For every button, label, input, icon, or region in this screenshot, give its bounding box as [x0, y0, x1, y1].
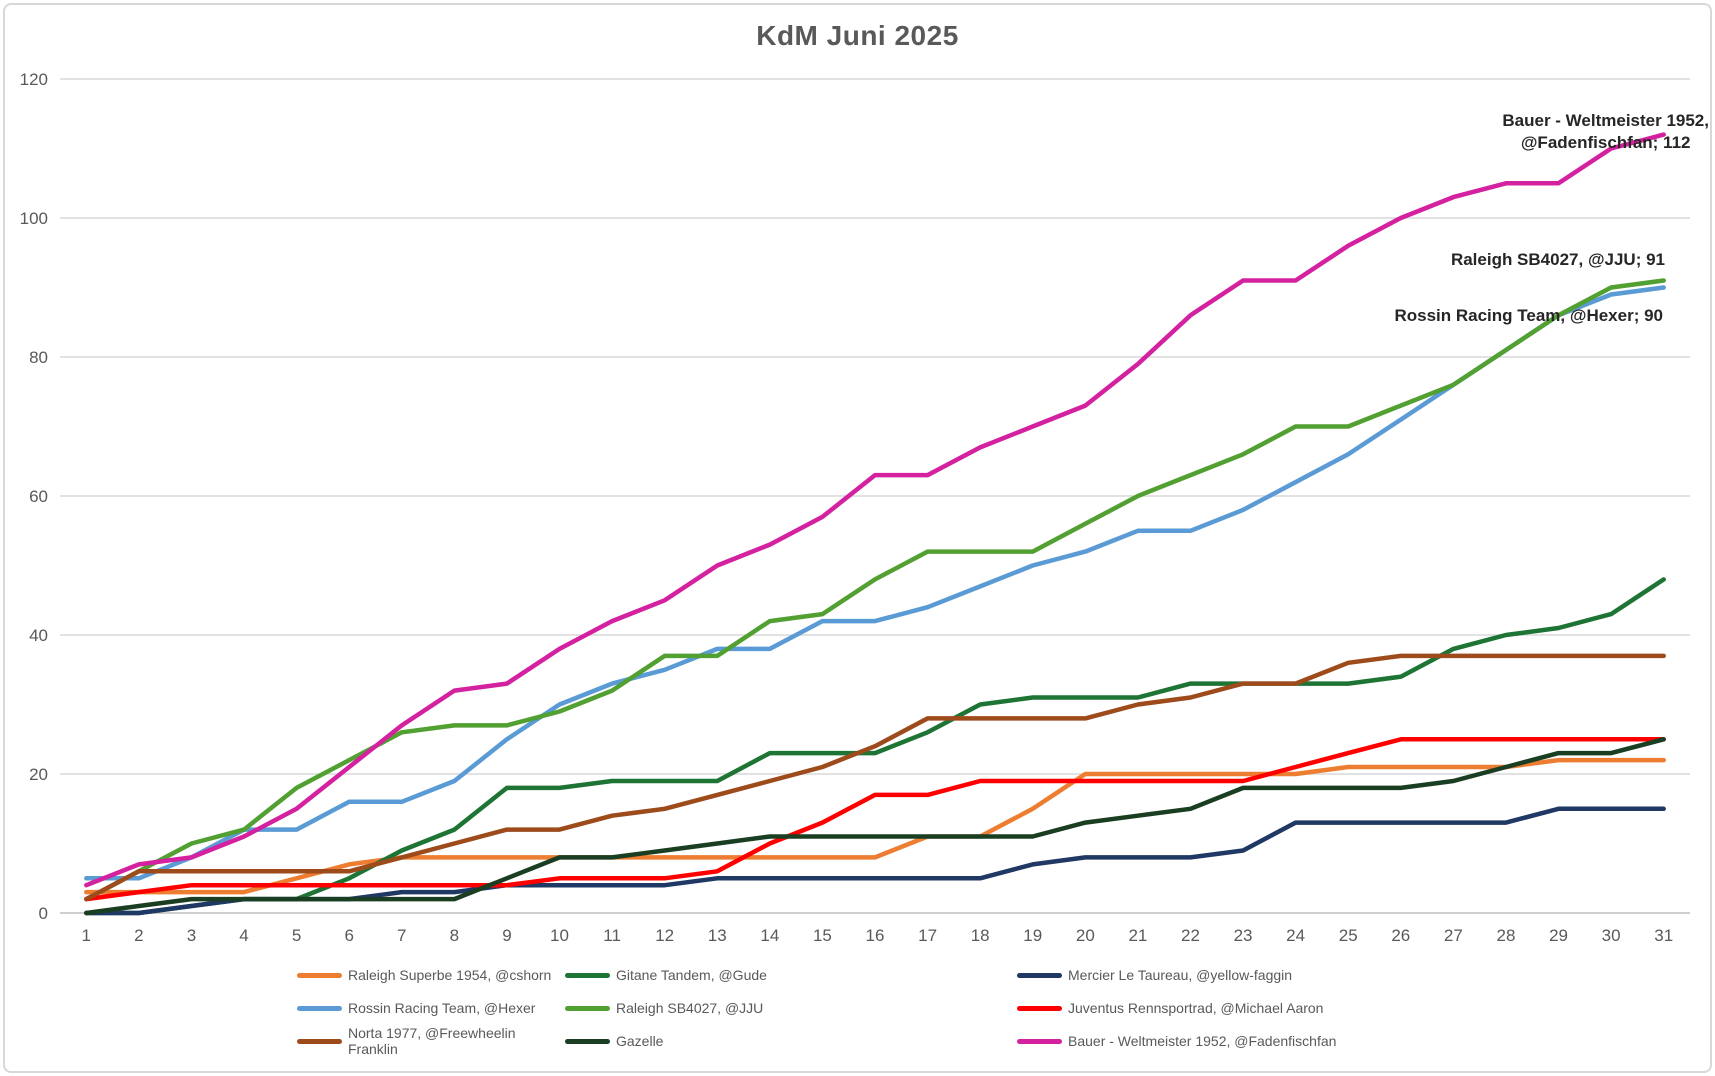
legend-item-gitane-tandem-gude: Gitane Tandem, @Gude — [565, 964, 1017, 986]
series-line-bauer-weltmeister-1952-fadenfischfan — [84, 132, 1666, 888]
legend-label-rossin-racing-team-hexer: Rossin Racing Team, @Hexer — [348, 1000, 536, 1016]
x-tick-label-29: 29 — [1549, 926, 1568, 945]
x-tick-label-3: 3 — [187, 926, 196, 945]
legend-swatch-raleigh-superbe-1954-cshorn — [297, 972, 342, 978]
legend-item-rossin-racing-team-hexer: Rossin Racing Team, @Hexer — [297, 997, 565, 1019]
y-tick-label-0: 0 — [39, 904, 48, 923]
legend-swatch-gazelle — [565, 1038, 610, 1044]
y-tick-label-80: 80 — [29, 348, 48, 367]
legend-label-norta-1977-freewheelin-franklin: Norta 1977, @Freewheelin Franklin — [348, 1025, 516, 1057]
legend-label-mercier-le-taureau-yellow-faggin: Mercier Le Taureau, @yellow-faggin — [1068, 967, 1293, 983]
legend-swatch-mercier-le-taureau-yellow-faggin — [1017, 972, 1062, 978]
legend-label-raleigh-sb4027-jju: Raleigh SB4027, @JJU — [616, 1000, 764, 1016]
x-tick-label-18: 18 — [971, 926, 990, 945]
x-tick-label-14: 14 — [760, 926, 779, 945]
x-tick-label-28: 28 — [1497, 926, 1516, 945]
x-tick-label-15: 15 — [813, 926, 832, 945]
series-line-juventus-rennsportrad-michael-aaron — [84, 737, 1666, 902]
legend-swatch-gitane-tandem-gude — [565, 972, 610, 978]
legend-swatch-raleigh-sb4027-jju — [565, 1005, 610, 1011]
x-tick-label-16: 16 — [866, 926, 885, 945]
x-tick-label-13: 13 — [708, 926, 727, 945]
annotation-bauer-line-2: @Fadenfischfan; 112 — [1520, 133, 1691, 153]
legend-swatch-rossin-racing-team-hexer — [297, 1005, 342, 1011]
legend: Raleigh Superbe 1954, @cshorn Gitane Tand… — [297, 964, 1336, 1057]
x-tick-label-8: 8 — [450, 926, 459, 945]
y-tick-label-120: 120 — [20, 70, 48, 89]
x-tick-label-1: 1 — [82, 926, 91, 945]
legend-label-juventus-rennsportrad-michael-aaron: Juventus Rennsportrad, @Michael Aaron — [1068, 1000, 1324, 1016]
legend-swatch-norta-1977-freewheelin-franklin — [297, 1038, 342, 1044]
series-line-raleigh-sb4027-jju — [84, 278, 1666, 902]
legend-item-bauer-weltmeister-1952-fadenfischfan: Bauer - Weltmeister 1952, @Fadenfischfan — [1017, 1030, 1336, 1052]
x-tick-label-21: 21 — [1128, 926, 1147, 945]
x-tick-label-6: 6 — [344, 926, 353, 945]
y-tick-label-100: 100 — [20, 209, 48, 228]
series-line-raleigh-superbe-1954-cshorn — [84, 757, 1666, 895]
x-tick-label-7: 7 — [397, 926, 406, 945]
legend-item-raleigh-superbe-1954-cshorn: Raleigh Superbe 1954, @cshorn — [297, 964, 565, 986]
legend-swatch-juventus-rennsportrad-michael-aaron — [1017, 1005, 1062, 1011]
series-line-rossin-racing-team-hexer — [84, 285, 1666, 881]
x-tick-label-9: 9 — [502, 926, 511, 945]
annotation-raleigh-sb4027: Raleigh SB4027, @JJU; 91 — [1451, 249, 1665, 271]
x-tick-label-30: 30 — [1602, 926, 1621, 945]
annotation-rossin-line-1: Rossin Racing Team, @Hexer; 90 — [1394, 306, 1663, 325]
legend-label-gitane-tandem-gude: Gitane Tandem, @Gude — [616, 967, 767, 983]
y-tick-label-60: 60 — [29, 487, 48, 506]
series-line-norta-1977-freewheelin-franklin — [84, 653, 1666, 902]
chart-title: KdM Juni 2025 — [756, 20, 959, 51]
legend-item-raleigh-sb4027-jju: Raleigh SB4027, @JJU — [565, 997, 1017, 1019]
legend-item-mercier-le-taureau-yellow-faggin: Mercier Le Taureau, @yellow-faggin — [1017, 964, 1336, 986]
annotation-raleigh-sb4027-line-1: Raleigh SB4027, @JJU; 91 — [1450, 250, 1665, 269]
x-tick-label-24: 24 — [1286, 926, 1305, 945]
legend-swatch-bauer-weltmeister-1952-fadenfischfan — [1017, 1038, 1062, 1044]
x-tick-label-4: 4 — [239, 926, 248, 945]
x-tick-label-5: 5 — [292, 926, 301, 945]
x-tick-label-26: 26 — [1391, 926, 1410, 945]
legend-label-bauer-weltmeister-1952-fadenfischfan: Bauer - Weltmeister 1952, @Fadenfischfan — [1068, 1033, 1337, 1049]
x-tick-label-22: 22 — [1181, 926, 1200, 945]
legend-item-norta-1977-freewheelin-franklin: Norta 1977, @Freewheelin Franklin — [297, 1025, 565, 1057]
x-tick-label-23: 23 — [1234, 926, 1253, 945]
legend-item-gazelle: Gazelle — [565, 1030, 1017, 1052]
x-tick-label-2: 2 — [134, 926, 143, 945]
x-tick-label-20: 20 — [1076, 926, 1095, 945]
series-line-gitane-tandem-gude — [84, 577, 1666, 916]
x-tick-label-10: 10 — [550, 926, 569, 945]
x-tick-label-31: 31 — [1654, 926, 1673, 945]
x-tick-label-17: 17 — [918, 926, 937, 945]
x-tick-label-12: 12 — [655, 926, 674, 945]
annotation-bauer: Bauer - Weltmeister 1952, @Fadenfischfan;… — [1502, 110, 1709, 155]
x-tick-label-19: 19 — [1023, 926, 1042, 945]
legend-label-gazelle: Gazelle — [616, 1033, 664, 1049]
x-tick-label-25: 25 — [1339, 926, 1358, 945]
annotation-bauer-line-1: Bauer - Weltmeister 1952, — [1502, 111, 1709, 130]
legend-label-raleigh-superbe-1954-cshorn: Raleigh Superbe 1954, @cshorn — [348, 967, 552, 983]
series-line-gazelle — [84, 737, 1666, 916]
x-tick-label-27: 27 — [1444, 926, 1463, 945]
x-tick-label-11: 11 — [603, 926, 621, 945]
y-tick-label-40: 40 — [29, 626, 48, 645]
y-tick-label-20: 20 — [29, 765, 48, 784]
annotation-rossin: Rossin Racing Team, @Hexer; 90 — [1394, 305, 1663, 327]
legend-item-juventus-rennsportrad-michael-aaron: Juventus Rennsportrad, @Michael Aaron — [1017, 997, 1336, 1019]
